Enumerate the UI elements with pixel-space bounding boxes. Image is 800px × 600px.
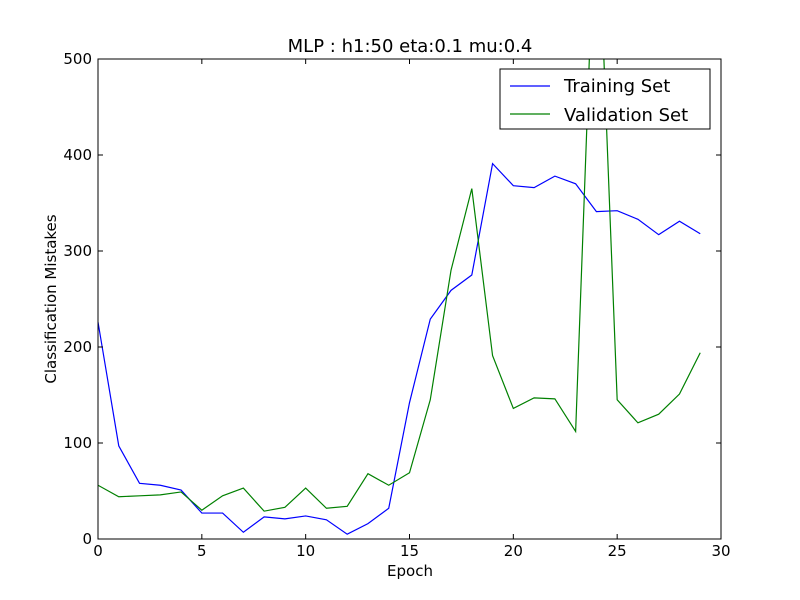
chart-title: MLP : h1:50 eta:0.1 mu:0.4 (288, 36, 533, 57)
x-tick-label: 25 (608, 542, 627, 560)
x-tick-label: 15 (400, 542, 419, 560)
x-tick-label: 5 (197, 542, 207, 560)
legend-box (499, 68, 711, 130)
x-tick-label: 30 (711, 542, 730, 560)
x-axis-title: Epoch (387, 562, 433, 580)
legend-label-training-set: Training Set (563, 76, 670, 97)
series-line-training-set (98, 162, 701, 535)
y-tick-label: 0 (82, 530, 92, 548)
x-tick-label: 20 (504, 542, 523, 560)
series-layer (98, 59, 701, 535)
y-tick-label: 100 (63, 434, 92, 452)
series-line-validation-set (98, 59, 701, 512)
y-tick-label: 300 (63, 242, 92, 260)
y-tick-label: 400 (63, 146, 92, 164)
y-tick-label: 500 (63, 50, 92, 68)
legend-label-validation-set: Validation Set (564, 105, 688, 126)
x-tick-label: 10 (296, 542, 315, 560)
y-axis-title: Classification Mistakes (42, 214, 60, 383)
legend: Training Set Validation Set (499, 68, 711, 130)
x-tick-label: 0 (93, 542, 103, 560)
y-tick-label: 200 (63, 338, 92, 356)
